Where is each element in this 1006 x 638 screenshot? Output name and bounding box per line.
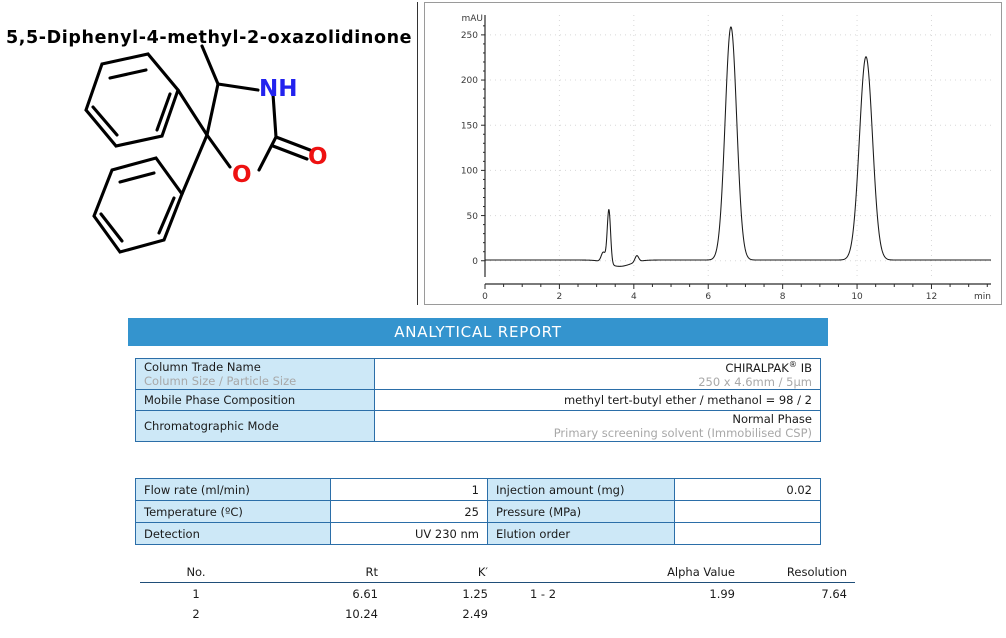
value-primary: Normal Phase [732,412,812,426]
y-axis-title: mAU [461,14,483,24]
resolution-value: 7.64 [821,587,847,601]
peak-pair-header [487,563,599,583]
report-title-bar: ANALYTICAL REPORT [128,318,828,346]
elution-order-label: Elution order [487,522,675,545]
chromatographic-mode-label: Chromatographic Mode [135,410,375,442]
x-tick-label: 6 [705,292,711,302]
detection-value: UV 230 nm [330,522,488,545]
chromatogram-panel: 0 50 100 150 200 250 0 2 4 6 8 10 12 mAU min [424,2,1002,305]
y-axis-tick-labels: 0 50 100 150 200 250 [461,31,478,267]
panel-divider [417,2,418,305]
peak-rt-value: 6.61 [352,587,378,601]
x-tick-label: 10 [851,292,863,302]
peak-pair-value: 1 - 2 [529,587,557,601]
table-row: Mobile Phase Composition methyl tert-but… [135,389,821,411]
y-tick-label: 50 [467,212,479,222]
value-secondary: Primary screening solvent (Immobilised C… [553,426,812,440]
injection-amount-label: Injection amount (mg) [487,478,675,501]
ring-oxygen-label: O [232,162,252,188]
label-primary: Column Trade Name [144,360,261,374]
alpha-resolution-table: Alpha Value Resolution 1 - 2 1.99 7.64 [487,563,855,603]
x-axis-tick-labels: 0 2 4 6 8 10 12 [482,292,937,302]
y-tick-label: 200 [461,76,478,86]
conditions-table: Flow rate (ml/min) 1 Injection amount (m… [135,478,821,545]
x-tick-label: 0 [482,292,488,302]
peak-no-header: No. [140,563,252,583]
pressure-value [674,500,821,523]
temperature-label: Temperature (ºC) [135,500,331,523]
x-tick-label: 8 [780,292,786,302]
table-row: 1 - 2 1.99 7.64 [487,583,855,604]
y-tick-label: 150 [461,121,478,131]
table-row: 1 6.61 1.25 [140,583,496,604]
table-row: Chromatographic Mode Normal Phase Primar… [135,410,821,442]
column-info-table: Column Trade Name Column Size / Particle… [135,358,821,442]
column-model-text: IB [797,360,812,375]
x-axis-title: min [974,292,991,302]
table-row: Column Trade Name Column Size / Particle… [135,358,821,390]
elution-order-value [674,522,821,545]
peak-no-value: 1 [192,587,200,601]
compound-name: 5,5-Diphenyl-4-methyl-2-oxazolidinone [6,28,413,48]
detection-label: Detection [135,522,331,545]
peak-k-value: 1.25 [462,587,488,601]
table-header-row: Alpha Value Resolution [487,563,855,583]
injection-amount-value: 0.02 [674,478,821,501]
column-trade-name-value: CHIRALPAK® IB 250 x 4.6mm / 5µm [374,358,821,390]
y-tick-label: 100 [461,167,478,177]
carbonyl-oxygen-label: O [308,144,328,170]
value-secondary: 250 x 4.6mm / 5µm [698,374,812,389]
x-tick-label: 4 [631,292,637,302]
compound-panel: 5,5-Diphenyl-4-methyl-2-oxazolidinone [0,0,418,305]
peak-rt-value: 10.24 [345,607,378,621]
x-tick-label: 2 [557,292,563,302]
table-row: 2 10.24 2.49 [140,603,496,623]
resolution-header: Resolution [743,563,855,583]
peak-k-value: 2.49 [462,607,488,621]
label-secondary: Column Size / Particle Size [144,374,297,388]
nitrogen-label: NH [259,76,298,102]
y-tick-label: 0 [472,257,478,267]
label-primary: Chromatographic Mode [144,419,279,433]
table-row: Flow rate (ml/min) 1 Injection amount (m… [135,478,821,501]
chromatogram-trace [484,26,992,267]
x-axis-ticks [484,284,988,289]
peak-results-table: No. Rt K′ 1 6.61 1.25 2 10.24 2.49 [140,563,496,623]
peak-k-header: K′ [386,563,496,583]
value-primary: methyl tert-butyl ether / methanol = 98 … [563,393,812,407]
table-row: Detection UV 230 nm Elution order [135,522,821,545]
flow-rate-label: Flow rate (ml/min) [135,478,331,501]
temperature-value: 25 [330,500,488,523]
alpha-value: 1.99 [709,587,735,601]
peak-no-value: 2 [192,607,200,621]
chemical-structure-diagram: NH O O [84,44,328,254]
y-tick-label: 250 [461,31,478,41]
report-title: ANALYTICAL REPORT [394,323,562,341]
x-tick-label: 12 [926,292,937,302]
value-primary: CHIRALPAK® IB [725,359,812,375]
table-header-row: No. Rt K′ [140,563,496,583]
mobile-phase-label: Mobile Phase Composition [135,389,375,411]
chromatographic-mode-value: Normal Phase Primary screening solvent (… [374,410,821,442]
y-axis-ticks [481,25,485,262]
column-brand-text: CHIRALPAK [725,360,789,375]
table-row: Temperature (ºC) 25 Pressure (MPa) [135,500,821,523]
chromatogram-plot: 0 50 100 150 200 250 0 2 4 6 8 10 12 mAU min [461,14,992,302]
peak-rt-header: Rt [252,563,386,583]
label-primary: Mobile Phase Composition [144,393,296,407]
flow-rate-value: 1 [330,478,488,501]
column-trade-name-label: Column Trade Name Column Size / Particle… [135,358,375,390]
pressure-label: Pressure (MPa) [487,500,675,523]
alpha-value-header: Alpha Value [599,563,743,583]
registered-mark-icon: ® [788,359,798,370]
mobile-phase-value: methyl tert-butyl ether / methanol = 98 … [374,389,821,411]
